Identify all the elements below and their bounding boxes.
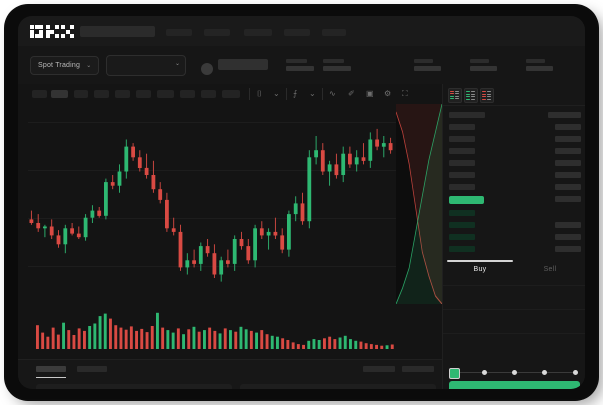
coin-avatar-icon <box>201 63 213 75</box>
orderbook-ask-amount <box>555 148 581 154</box>
orderbook-last-price-row[interactable] <box>449 196 484 204</box>
toolbar-divider <box>249 88 250 100</box>
orderbook-ask-amount <box>555 172 581 178</box>
buy-tab-active-underline <box>447 260 513 262</box>
trading-mode-selector[interactable]: Spot Trading ⌄ <box>30 56 100 75</box>
line-chart-icon[interactable]: ∿ <box>329 89 336 98</box>
app-screen: Spot Trading ⌄ ⌄ <box>18 16 585 389</box>
trade-panel: Buy Sell <box>442 84 585 389</box>
timeframe-8[interactable] <box>180 90 195 98</box>
amount-slider[interactable] <box>449 368 580 379</box>
orderbook-ask-row[interactable] <box>449 160 475 166</box>
slider-step-100[interactable] <box>573 370 578 375</box>
slider-step-50[interactable] <box>512 370 517 375</box>
timeframe-7[interactable] <box>157 90 174 98</box>
tab-sell[interactable]: Sell <box>543 266 557 273</box>
orderbook-mode-both[interactable] <box>448 88 462 103</box>
toolbar-divider-2 <box>286 88 287 100</box>
price-chart-panel[interactable] <box>18 104 442 359</box>
orderbook-ask-row[interactable] <box>449 136 475 142</box>
orderbook-bid-amount <box>555 234 581 240</box>
timeframe-3[interactable] <box>74 90 88 98</box>
settings-gear-icon[interactable]: ⚙ <box>384 89 392 98</box>
chevron-down-icon[interactable]: ⌄ <box>273 89 280 98</box>
orderbook-ask-amount <box>555 184 581 190</box>
nav-item-4[interactable] <box>284 29 310 36</box>
search-input[interactable] <box>80 26 155 37</box>
orderbook-bid-row[interactable] <box>449 222 475 228</box>
chart-gridlines <box>18 104 442 304</box>
slider-step-75[interactable] <box>542 370 547 375</box>
orderbook-bid-row[interactable] <box>449 246 475 252</box>
submit-buy-button[interactable] <box>449 381 580 389</box>
orderbook-ask-amount <box>555 136 581 142</box>
orderbook-header-right <box>548 112 581 118</box>
orderbook-bid-row[interactable] <box>449 210 475 216</box>
indicators-icon[interactable]: ⨍ <box>293 89 298 98</box>
timeframe-2[interactable] <box>51 90 68 98</box>
orders-tab-1[interactable] <box>36 366 66 372</box>
orderbook-ask-amount <box>555 160 581 166</box>
timeframe-9[interactable] <box>201 90 216 98</box>
orders-tab-2[interactable] <box>77 366 107 372</box>
app-header <box>18 16 585 46</box>
orderbook-mode-asks[interactable] <box>480 88 494 103</box>
last-price-value <box>218 59 268 70</box>
orderbook-ask-amount <box>555 124 581 130</box>
timeframe-5[interactable] <box>115 90 130 98</box>
orders-action-2[interactable] <box>402 366 434 372</box>
buy-sell-tabs: Buy Sell <box>443 260 585 282</box>
order-total-field[interactable] <box>443 333 585 334</box>
orders-tab-active-underline <box>36 377 66 378</box>
device-bezel: Spot Trading ⌄ ⌄ <box>6 6 597 399</box>
orderbook-bid-row[interactable] <box>449 234 475 240</box>
chevron-down-icon: ⌄ <box>174 61 180 67</box>
timeframe-6[interactable] <box>136 90 151 98</box>
orderbook-ask-row[interactable] <box>449 148 475 154</box>
orderbook-divider <box>443 105 585 106</box>
depth-overlay-chart <box>396 104 442 304</box>
nav-item-2[interactable] <box>204 29 230 36</box>
market-bar: Spot Trading ⌄ ⌄ <box>18 46 585 85</box>
order-amount-field[interactable] <box>443 309 585 310</box>
candlestick-series <box>29 128 393 282</box>
nav-item-3[interactable] <box>244 29 272 36</box>
orderbook-mode-bids[interactable] <box>464 88 478 103</box>
pair-selector[interactable]: ⌄ <box>106 55 186 76</box>
orders-panel <box>18 359 442 389</box>
orderbook-ask-row[interactable] <box>449 124 475 130</box>
orderbook-ask-row[interactable] <box>449 172 475 178</box>
nav-item-1[interactable] <box>166 29 192 36</box>
fullscreen-icon[interactable]: ⛶ <box>402 89 408 98</box>
slider-knob[interactable] <box>449 368 460 379</box>
tab-buy[interactable]: Buy <box>473 266 487 273</box>
orders-placeholder-right <box>240 384 436 389</box>
orderbook-bid-amount <box>555 222 581 228</box>
order-book[interactable] <box>443 106 585 258</box>
chart-toolbar: ⌷ ⌄ ⨍ ⌄ ∿ ✐ ▣ ⚙ ⛶ <box>18 84 442 105</box>
orderbook-bid-amount <box>555 246 581 252</box>
orderbook-header-left <box>449 112 485 118</box>
toolbar-divider-3 <box>322 88 323 100</box>
chevron-down-icon-2[interactable]: ⌄ <box>309 89 316 98</box>
chevron-down-icon: ⌄ <box>86 63 92 69</box>
order-price-field[interactable] <box>443 285 585 286</box>
camera-snapshot-icon[interactable]: ▣ <box>366 89 374 98</box>
orders-placeholder-left <box>36 384 232 389</box>
timeframe-4[interactable] <box>94 90 109 98</box>
orderbook-ask-amount <box>555 196 581 202</box>
timeframe-1[interactable] <box>32 90 47 98</box>
okx-logo[interactable] <box>30 25 74 38</box>
timeframe-10[interactable] <box>222 90 240 98</box>
order-form <box>443 283 585 363</box>
nav-item-5[interactable] <box>322 29 346 36</box>
slider-step-25[interactable] <box>482 370 487 375</box>
trading-mode-label: Spot Trading <box>38 62 81 69</box>
volume-histogram <box>36 312 394 349</box>
orderbook-ask-row[interactable] <box>449 184 475 190</box>
draw-pencil-icon[interactable]: ✐ <box>348 89 355 98</box>
candlestick-type-icon[interactable]: ⌷ <box>257 89 262 98</box>
orders-action-1[interactable] <box>363 366 395 372</box>
